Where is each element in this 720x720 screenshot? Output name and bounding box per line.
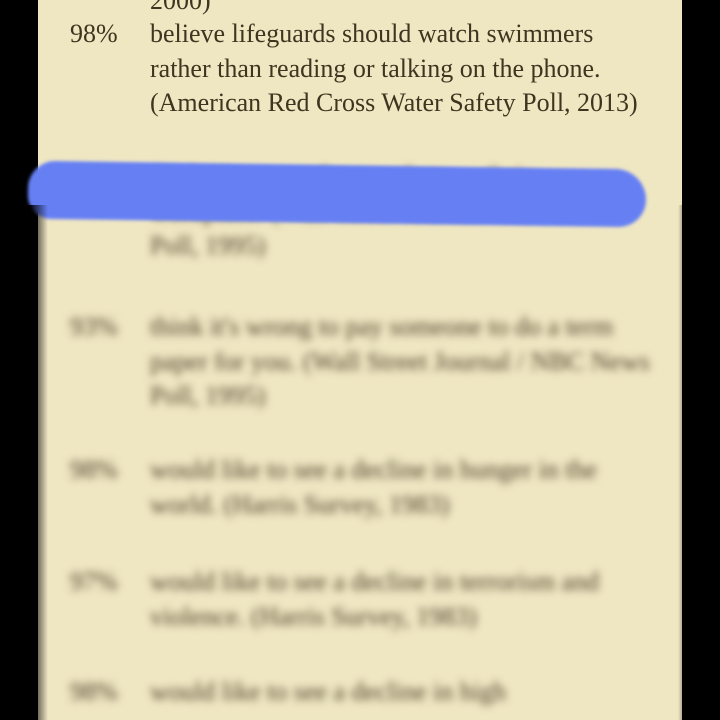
entry-text: think it's wrong to pay someone to do a … [150, 312, 650, 410]
entry-text: would like to see a decline in hunger in… [150, 455, 597, 519]
left-edge-shadow [0, 205, 48, 720]
entry-percent: 98% [70, 19, 118, 48]
entry-text: believe lifeguards should watch swimmers… [150, 19, 638, 117]
entry-text: would like to see a decline in high [150, 677, 506, 706]
document-page [38, 0, 682, 720]
entry-percent: 93% [70, 312, 118, 341]
highlight-redaction-stroke [27, 160, 647, 228]
entry-percent: 98% [70, 455, 118, 484]
entry-percent: 97% [70, 567, 118, 596]
entry-text: 2000) [150, 0, 211, 15]
entry-percent: 98% [70, 677, 118, 706]
right-edge-shadow [678, 205, 720, 720]
entry-text: would like to see a decline in terrorism… [150, 567, 600, 631]
